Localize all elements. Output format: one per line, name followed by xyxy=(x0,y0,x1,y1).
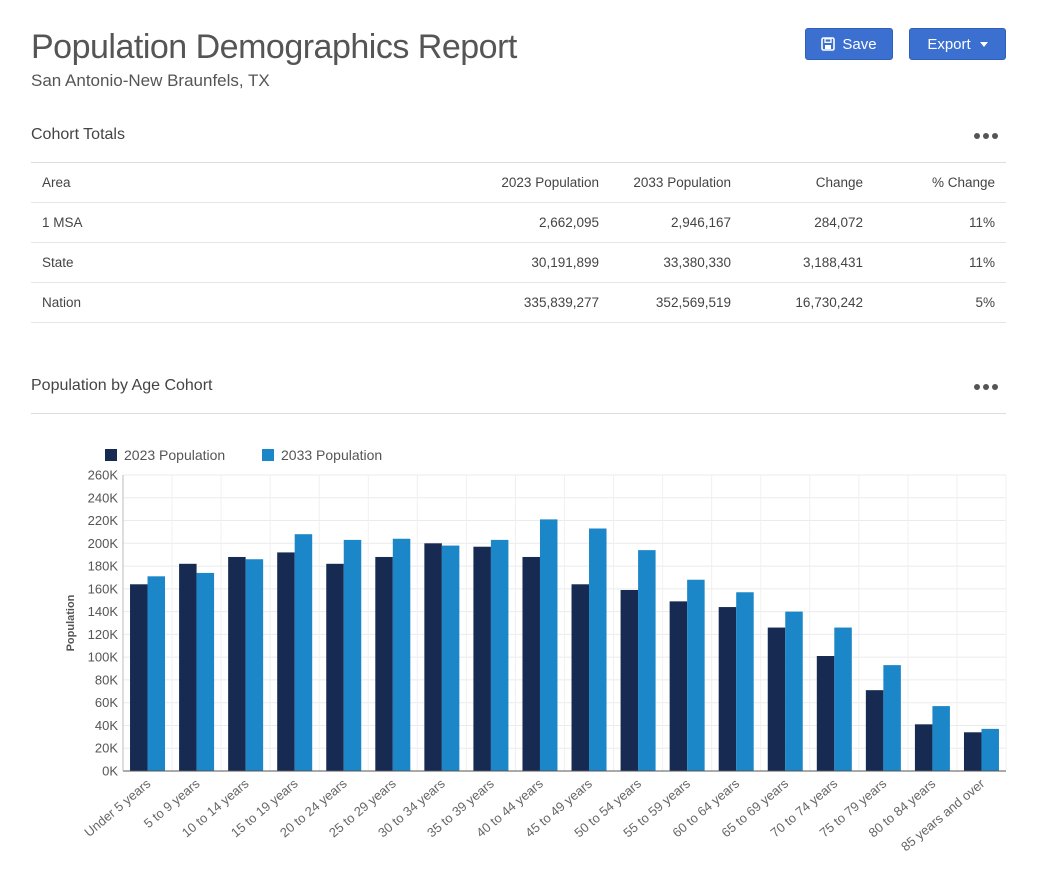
legend-label: 2033 Population xyxy=(281,447,382,463)
bar xyxy=(963,732,982,771)
bar xyxy=(441,545,460,771)
table-header-row: Area 2023 Population 2033 Population Cha… xyxy=(31,163,1006,203)
age-cohort-title: Population by Age Cohort xyxy=(31,377,213,394)
table-cell: State xyxy=(31,242,353,283)
table-row: 1 MSA 2,662,095 2,946,167 284,072 11% xyxy=(31,202,1006,243)
x-tick-label: Under 5 years xyxy=(81,775,154,839)
divider xyxy=(31,413,1006,414)
bar xyxy=(589,528,607,771)
table-cell: 11% xyxy=(874,242,1006,283)
bar xyxy=(294,534,313,771)
caret-down-icon xyxy=(979,41,988,47)
table-cell: 16,730,242 xyxy=(742,282,874,323)
table-cell: 5% xyxy=(874,282,1006,323)
column-header[interactable]: 2033 Population xyxy=(610,163,742,203)
table-cell: 1 MSA xyxy=(31,202,353,243)
table-row: State 30,191,899 33,380,330 3,188,431 11… xyxy=(31,242,1006,283)
bar xyxy=(571,584,590,771)
export-dropdown-button[interactable]: Export xyxy=(909,28,1006,60)
save-button-label: Save xyxy=(842,35,877,53)
column-header[interactable]: % Change xyxy=(874,163,1006,203)
y-tick-label: 240K xyxy=(88,490,119,505)
y-tick-label: 220K xyxy=(88,513,119,528)
bar xyxy=(981,728,999,771)
bar xyxy=(785,611,803,771)
table-cell: 33,380,330 xyxy=(610,242,742,283)
bar xyxy=(245,559,264,771)
y-tick-label: 140K xyxy=(88,604,119,619)
y-tick-label: 180K xyxy=(88,559,119,574)
y-tick-label: 40K xyxy=(95,718,118,733)
table-cell: 11% xyxy=(874,202,1006,243)
bar xyxy=(392,538,411,771)
column-header[interactable]: 2023 Population xyxy=(353,163,610,203)
bar xyxy=(883,665,901,771)
table-cell: Nation xyxy=(31,282,353,323)
table-cell: 2,946,167 xyxy=(610,202,742,243)
table-row: Nation 335,839,277 352,569,519 16,730,24… xyxy=(31,282,1006,323)
bar xyxy=(638,550,656,771)
bar xyxy=(736,592,754,771)
bar xyxy=(179,563,197,771)
bar xyxy=(865,690,884,771)
y-tick-label: 200K xyxy=(88,536,119,551)
bar xyxy=(687,579,705,771)
export-button-label: Export xyxy=(927,35,971,53)
table-cell: 335,839,277 xyxy=(353,282,610,323)
bar xyxy=(375,556,393,771)
page-title: Population Demographics Report xyxy=(31,28,517,66)
table-cell: 352,569,519 xyxy=(610,282,742,323)
bar xyxy=(718,607,737,771)
bar xyxy=(326,563,344,771)
y-axis-label: Population xyxy=(65,594,77,651)
column-header[interactable]: Change xyxy=(742,163,874,203)
save-button[interactable]: Save xyxy=(805,28,893,60)
bar xyxy=(767,627,786,771)
x-tick-label: 85 years and over xyxy=(898,775,988,854)
cohort-totals-title: Cohort Totals xyxy=(31,126,125,143)
bar xyxy=(228,556,246,771)
column-header[interactable]: Area xyxy=(31,163,353,203)
bar xyxy=(343,539,362,771)
bar xyxy=(669,601,688,771)
bar xyxy=(147,576,166,771)
y-tick-label: 260K xyxy=(88,468,119,483)
table-cell: 284,072 xyxy=(742,202,874,243)
y-tick-label: 20K xyxy=(95,741,118,756)
legend-swatch xyxy=(262,449,274,461)
y-tick-label: 160K xyxy=(88,581,119,596)
table-cell: 3,188,431 xyxy=(742,242,874,283)
bar xyxy=(196,572,215,771)
y-tick-label: 60K xyxy=(95,695,118,710)
bar xyxy=(490,539,509,771)
bar xyxy=(816,656,835,771)
y-tick-label: 100K xyxy=(88,650,119,665)
bar xyxy=(277,552,295,771)
bar xyxy=(130,584,148,771)
y-tick-label: 0K xyxy=(102,764,118,779)
table-cell: 30,191,899 xyxy=(353,242,610,283)
page-subtitle: San Antonio-New Braunfels, TX xyxy=(31,71,270,90)
legend-swatch xyxy=(105,449,117,461)
divider xyxy=(31,162,1006,163)
save-icon xyxy=(821,37,836,51)
bar xyxy=(834,627,852,771)
bar xyxy=(620,589,639,771)
bar xyxy=(522,556,540,771)
age-cohort-menu-icon[interactable] xyxy=(974,384,998,390)
bar xyxy=(539,519,558,771)
y-tick-label: 120K xyxy=(88,627,119,642)
bar xyxy=(932,706,950,771)
table-cell: 2,662,095 xyxy=(353,202,610,243)
age-cohort-chart: 0K 20K 40K 60K 80K 100K 120K 140K 160K 180K 200K 22… xyxy=(65,447,1007,854)
y-tick-label: 80K xyxy=(95,672,118,687)
bar xyxy=(473,546,491,771)
bar xyxy=(424,543,442,771)
cohort-totals-menu-icon[interactable] xyxy=(974,133,998,139)
bar xyxy=(914,724,933,771)
cohort-totals-table: Area 2023 Population 2033 Population Cha… xyxy=(31,163,1006,323)
legend-label: 2023 Population xyxy=(124,447,225,463)
